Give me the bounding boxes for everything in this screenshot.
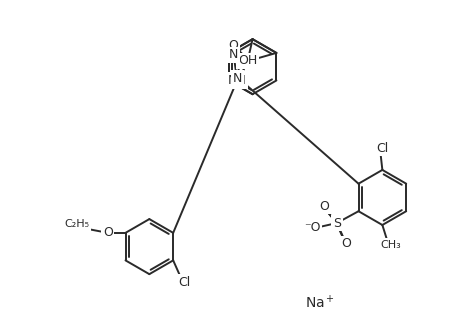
Text: O: O (103, 226, 112, 239)
Text: Cl: Cl (375, 142, 388, 155)
Text: Cl: Cl (177, 275, 190, 289)
Text: CH₃: CH₃ (380, 240, 401, 250)
Text: ⁻O: ⁻O (303, 221, 320, 234)
Text: S: S (332, 216, 340, 229)
Text: Na$^+$: Na$^+$ (305, 294, 335, 311)
Text: OH: OH (238, 54, 257, 67)
Text: C₂H₅: C₂H₅ (65, 219, 90, 229)
Text: N: N (233, 72, 242, 85)
Text: NH: NH (227, 74, 246, 87)
Text: O: O (228, 38, 238, 52)
Text: N: N (228, 48, 238, 61)
Text: O: O (318, 200, 329, 213)
Text: O: O (340, 237, 350, 250)
